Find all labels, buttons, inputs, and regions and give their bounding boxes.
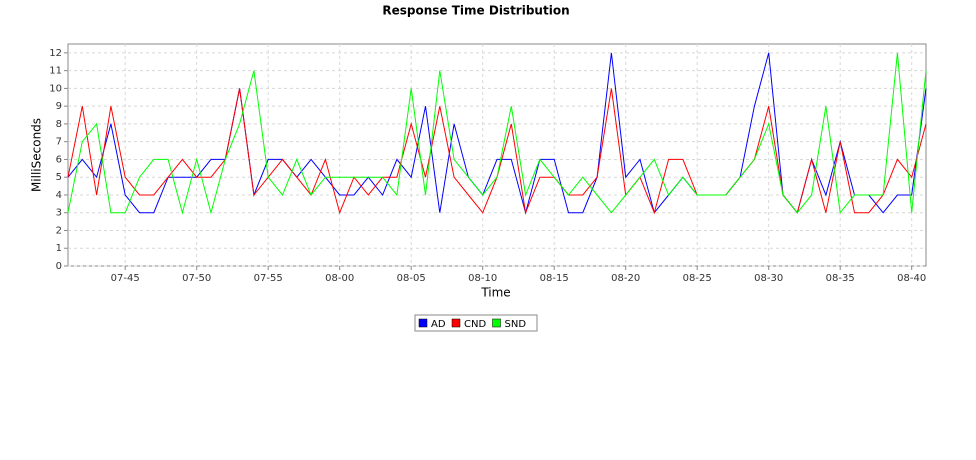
y-tick-label: 10 — [49, 83, 62, 94]
y-tick-label: 6 — [56, 154, 62, 165]
y-tick-label: 9 — [56, 101, 62, 112]
x-tick-label: 07-55 — [254, 273, 283, 284]
x-tick-label: 07-50 — [182, 273, 211, 284]
y-tick-label: 2 — [56, 225, 62, 236]
x-tick-label: 08-25 — [683, 273, 712, 284]
x-tick-label: 07-45 — [111, 273, 140, 284]
y-tick-label: 1 — [56, 243, 62, 254]
y-tick-label: 3 — [56, 208, 62, 219]
legend-label: AD — [431, 319, 446, 330]
x-tick-label: 08-35 — [826, 273, 855, 284]
legend-box — [414, 314, 538, 332]
x-tick-label: 08-20 — [611, 273, 640, 284]
legend-label: CND — [464, 319, 486, 330]
x-tick-label: 08-30 — [754, 273, 783, 284]
x-tick-label: 08-10 — [468, 273, 497, 284]
x-tick-label: 08-05 — [397, 273, 426, 284]
legend-swatch — [451, 318, 461, 328]
x-axis-label: Time — [480, 286, 510, 300]
y-tick-label: 7 — [56, 137, 62, 148]
y-tick-label: 5 — [56, 172, 62, 183]
legend-swatch — [492, 318, 501, 328]
y-tick-label: 0 — [56, 261, 62, 272]
legend-swatch — [418, 318, 428, 328]
y-tick-label: 12 — [49, 48, 62, 59]
x-tick-label: 08-40 — [897, 273, 926, 284]
legend-label: SND — [505, 319, 527, 330]
chart-title: Response Time Distribution — [382, 4, 569, 18]
y-axis-label: MilliSeconds — [30, 118, 44, 192]
y-tick-label: 11 — [49, 66, 62, 77]
y-tick-label: 8 — [56, 119, 62, 130]
y-tick-label: 4 — [56, 190, 62, 201]
x-tick-label: 08-15 — [540, 273, 569, 284]
series-line — [67, 52, 927, 215]
plot-area — [67, 43, 927, 267]
x-tick-label: 08-00 — [325, 273, 354, 284]
